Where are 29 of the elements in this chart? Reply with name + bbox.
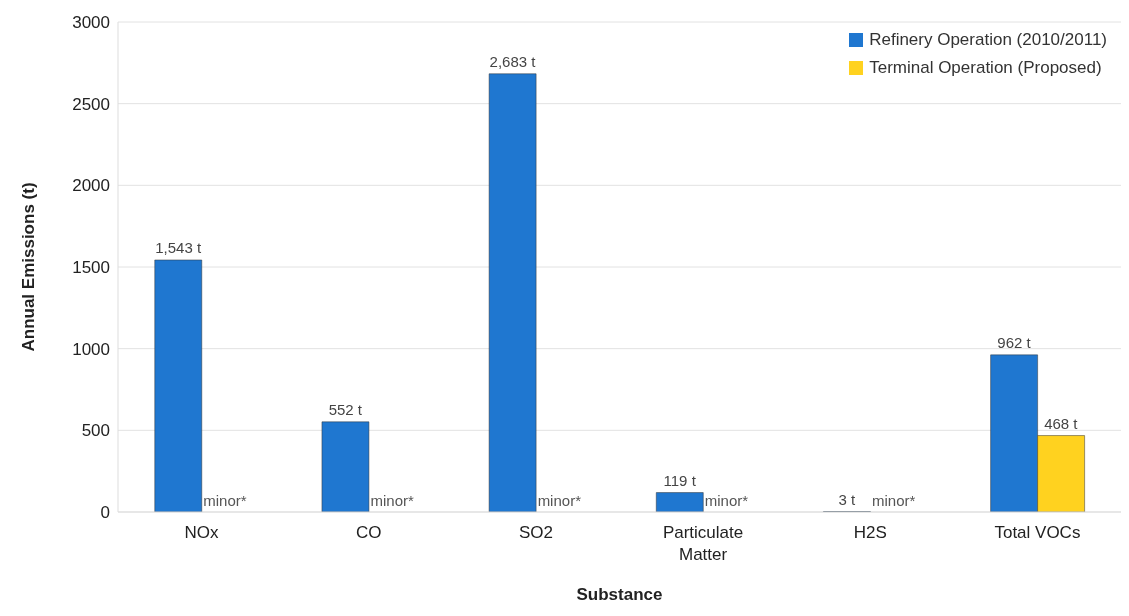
y-tick-label: 2000 xyxy=(72,176,110,196)
legend-label: Terminal Operation (Proposed) xyxy=(869,57,1102,79)
x-tick-label: H2S xyxy=(853,523,887,542)
data-label: 1,543 t xyxy=(155,238,202,256)
text: minor* xyxy=(871,492,916,509)
data-label: 468 t xyxy=(1044,414,1079,432)
y-tick-label: 0 xyxy=(100,503,110,523)
y-tick-label: 1500 xyxy=(72,258,110,278)
y-axis-title: Annual Emissions (t) xyxy=(19,182,39,352)
text: minor* xyxy=(537,492,581,509)
x-tick-label: NOx xyxy=(184,523,220,542)
data-label: 552 t xyxy=(328,400,363,418)
x-tick-label: CO xyxy=(356,523,382,542)
y-tick-label: 500 xyxy=(81,421,110,441)
legend-label: Refinery Operation (2010/2011) xyxy=(869,29,1107,51)
text: minor* xyxy=(370,492,414,509)
x-tick-label: Total VOCs xyxy=(994,523,1081,542)
x-tick-label: Particulate Matter xyxy=(662,523,744,564)
x-tick-label: SO2 xyxy=(518,523,553,542)
data-label: 3 t xyxy=(838,490,857,508)
data-label: 2,683 t xyxy=(489,52,537,70)
data-label: 962 t xyxy=(997,333,1032,351)
y-tick-label: 3000 xyxy=(72,13,110,33)
data-label: 119 t xyxy=(663,471,697,489)
y-tick-label: 2500 xyxy=(72,94,110,114)
text: minor* xyxy=(203,492,247,509)
y-tick-label: 1000 xyxy=(72,339,110,359)
x-axis-title: Substance xyxy=(576,585,663,604)
text: minor* xyxy=(704,492,749,509)
